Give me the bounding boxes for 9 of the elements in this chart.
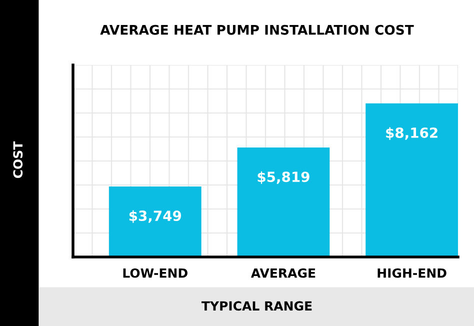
y-axis-title: COST: [13, 141, 23, 178]
data-label: $8,162: [386, 127, 438, 140]
data-label: $3,749: [129, 210, 182, 223]
x-tick-label: LOW-END: [123, 268, 188, 278]
x-axis-title: TYPICAL RANGE: [202, 301, 312, 311]
chart-title: AVERAGE HEAT PUMP INSTALLATION COST: [100, 24, 414, 35]
data-label: $5,819: [258, 171, 310, 184]
x-tick-label: AVERAGE: [250, 268, 316, 278]
x-tick-label: HIGH-END: [378, 268, 446, 278]
